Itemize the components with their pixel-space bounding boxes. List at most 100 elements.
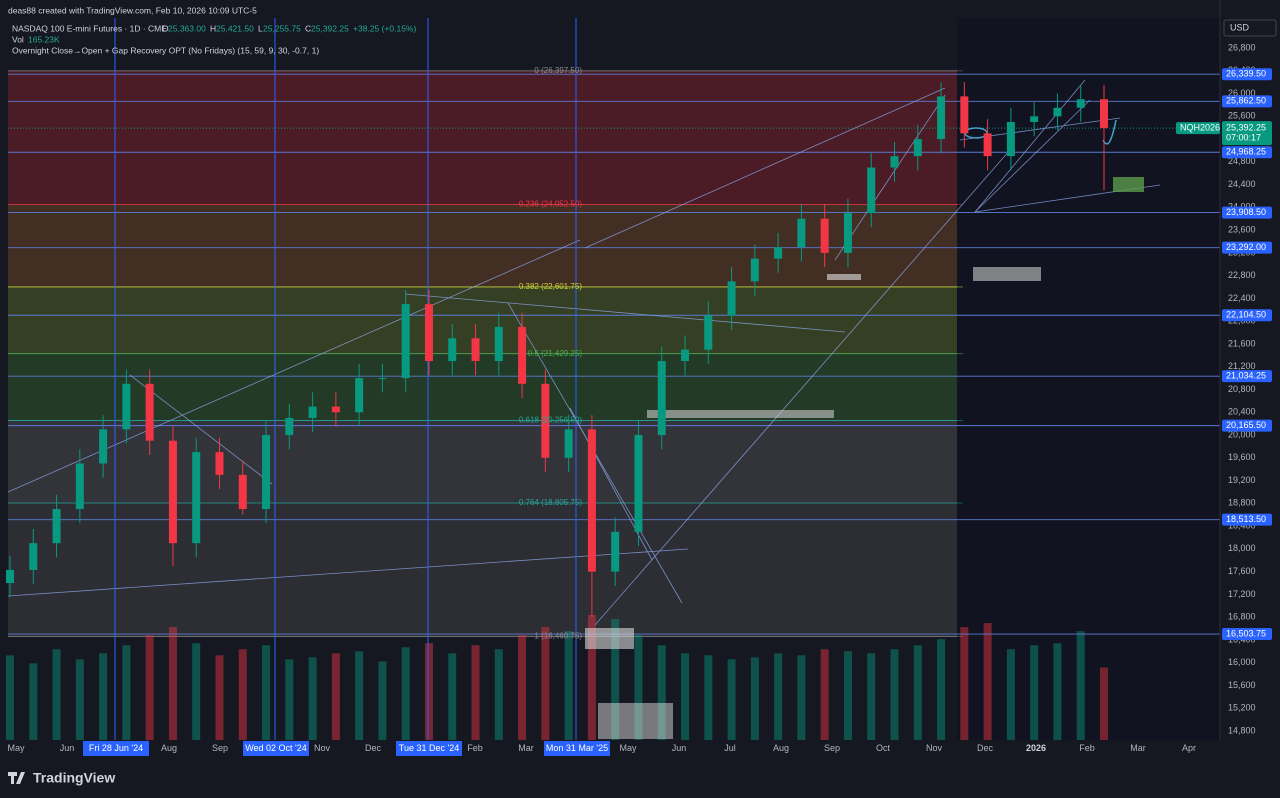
body (29, 543, 38, 570)
fib-zone (8, 420, 957, 504)
ohlc-item: 25,255.75 (263, 23, 301, 33)
volume-bar (6, 655, 14, 740)
body (867, 167, 876, 214)
volume-bar (355, 651, 364, 740)
ohlc-item: C (305, 23, 311, 33)
volume-bar (774, 653, 783, 740)
body (122, 383, 131, 430)
candles (6, 82, 1108, 618)
price-lines (8, 73, 1220, 635)
last-price-bg (1222, 121, 1272, 146)
trendline (129, 374, 273, 485)
box (1113, 177, 1144, 192)
body (168, 440, 177, 544)
price-label-bg (1222, 628, 1272, 641)
box (973, 267, 1041, 281)
volume-label: Vol (12, 34, 24, 44)
currency[interactable]: USD (1230, 22, 1250, 32)
body (378, 378, 387, 380)
y-tick-label: 21,200 (1228, 361, 1256, 371)
volume-bar (238, 649, 247, 740)
y-tick-label: 15,600 (1228, 680, 1256, 690)
body (52, 509, 61, 544)
body (6, 569, 14, 584)
y-tick-label: 16,800 (1228, 612, 1256, 622)
fib-zone (8, 286, 957, 354)
fib-label: 0.764 (18,805.75) (519, 498, 582, 507)
y-tick-label: 15,200 (1228, 703, 1256, 713)
volume-bar (262, 645, 271, 740)
body (913, 139, 922, 157)
volume-bar (681, 653, 690, 740)
price-label-bg (1222, 513, 1272, 526)
body (890, 156, 899, 168)
y-tick-label: 18,000 (1228, 543, 1256, 553)
box (647, 410, 834, 418)
body (587, 429, 596, 572)
price-label-bg (1222, 370, 1272, 383)
shade (957, 18, 1220, 740)
price-label: 16,503.75 (1226, 628, 1266, 638)
time-axis-bg (0, 740, 1280, 758)
price-label: 22,104.50 (1226, 310, 1266, 320)
x-tick-label: Jul (724, 743, 736, 753)
currency-box[interactable] (1223, 19, 1277, 37)
x-tick-label: Nov (314, 743, 331, 753)
volume-bar (448, 653, 457, 740)
volume-value: 165.23K (28, 34, 60, 44)
fib-label: 0.618 (20,256.50) (519, 416, 582, 425)
x-tick-label: Apr (1182, 743, 1196, 753)
x-tick-label: 2026 (1026, 743, 1046, 753)
y-tick-label: 23,600 (1228, 225, 1256, 235)
x-tick-label: May (619, 743, 637, 753)
body (215, 452, 224, 475)
countdown: 07:00:17 (1226, 132, 1261, 142)
body (448, 338, 457, 362)
fib-zone (8, 204, 957, 287)
ticker-bg (1176, 122, 1220, 135)
y-tick-label: 14,800 (1228, 725, 1256, 735)
body (611, 531, 620, 572)
trendline (584, 87, 946, 249)
volume (6, 615, 1108, 740)
fib-label: 0.236 (24,052.50) (519, 199, 582, 208)
price-label-bg (1222, 146, 1272, 159)
price-label: 18,513.50 (1226, 514, 1266, 524)
volume-bar (1076, 631, 1085, 740)
fib-zone (8, 503, 957, 637)
body (145, 383, 154, 441)
y-tick-label: 16,000 (1228, 657, 1256, 667)
volume-bar (75, 659, 84, 740)
ohlc-item: L (258, 23, 263, 33)
body (75, 463, 84, 510)
volume-bar (541, 627, 550, 740)
volume-bar (750, 657, 759, 740)
y-tick-label: 20,400 (1228, 407, 1256, 417)
body (355, 378, 364, 413)
volume-bar (890, 649, 899, 740)
body (750, 258, 759, 282)
price-label-bg (1222, 95, 1272, 108)
date-marker-bg (544, 741, 610, 756)
ohlc-item: 25,363.00 (168, 23, 206, 33)
x-tick-label: Feb (467, 743, 483, 753)
x-tick-label: Dec (977, 743, 994, 753)
ohlc-item: 25,421.50 (216, 23, 254, 33)
ohlc-item: 25,392.25 (311, 23, 349, 33)
y-tick-label: 20,800 (1228, 384, 1256, 394)
body (657, 361, 666, 436)
indicator: Overnight Close→Open + Gap Recovery OPT … (12, 45, 319, 55)
x-tick-label: Aug (773, 743, 789, 753)
logo-mark (8, 772, 25, 784)
body (541, 383, 550, 458)
volume-bar (1053, 643, 1062, 740)
boxes (585, 177, 1144, 739)
credit: deas88 created with TradingView.com, Feb… (8, 5, 257, 15)
x-tick-label: Sep (212, 743, 228, 753)
volume-bar (308, 657, 317, 740)
x-tick-label: Jun (672, 743, 687, 753)
y-tick-label: 19,600 (1228, 452, 1256, 462)
price-labels: 0 (26,397.50) 0.236 (24,052.50) 0.382 (22,… (519, 66, 1272, 641)
